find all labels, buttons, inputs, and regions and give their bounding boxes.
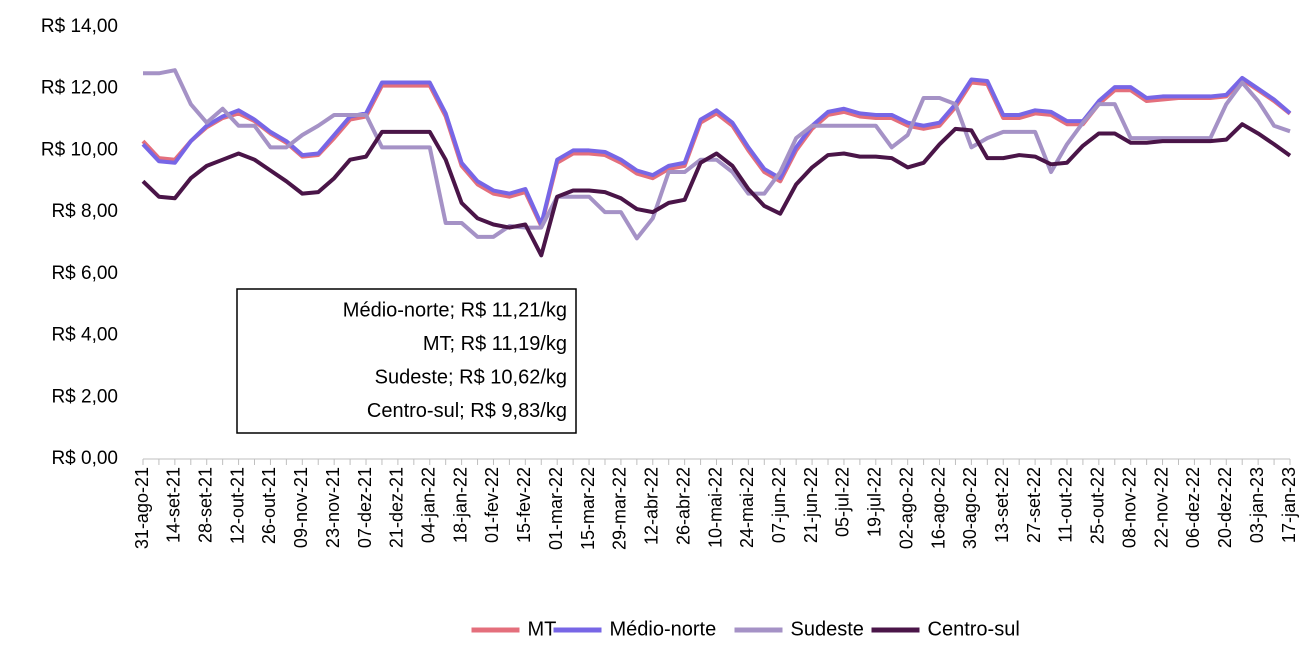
y-tick-label: R$ 12,00 [41,78,118,99]
line-series [143,68,1291,241]
x-tick-label: 22-nov-22 [1151,467,1171,548]
x-tick-label: 12-abr-22 [642,467,662,545]
x-tick-label: 11-out-22 [1056,467,1076,543]
x-tick-label: 31-ago-21 [132,467,152,549]
legend-label: Médio-norte [610,618,717,640]
x-tick-label: 13-set-22 [992,467,1012,543]
y-tick-label: R$ 10,00 [41,139,118,160]
y-tick-label: R$ 4,00 [51,325,118,346]
x-tick-label: 08-nov-22 [1119,467,1139,548]
legend-label: Sudeste [791,618,864,640]
y-tick-label: R$ 2,00 [51,386,118,407]
annotation-box [236,288,577,434]
x-tick-label: 01-mar-22 [546,467,566,550]
line-series [141,122,1292,258]
x-tick-label: 17-jan-23 [1279,467,1299,543]
x-tick-label: 25-out-22 [1088,467,1108,544]
x-tick-label: 06-dez-22 [1183,467,1203,548]
x-tick-label: 21-jun-22 [801,467,821,543]
y-tick-label: R$ 6,00 [51,263,118,284]
x-tick-label: 01-fev-22 [482,467,502,543]
annotation-text: MT; R$ 11,19/kg [423,333,567,355]
annotation-text: Sudeste; R$ 10,62/kg [375,366,567,388]
y-tick-label: R$ 0,00 [51,448,118,469]
y-tick-label: R$ 14,00 [41,16,118,37]
x-tick-label: 26-out-21 [259,467,279,544]
x-tick-label: 24-mai-22 [737,467,757,548]
x-tick-label: 09-nov-21 [291,467,311,548]
x-tick-label: 20-dez-22 [1215,467,1235,548]
x-tick-label: 23-nov-21 [323,467,343,548]
legend-label: MT [528,618,557,640]
x-tick-label: 29-mar-22 [610,467,630,550]
x-tick-label: 27-set-22 [1024,467,1044,543]
x-tick-label: 03-jan-23 [1247,467,1267,543]
x-tick-label: 05-jul-22 [833,467,853,537]
x-tick-label: 28-set-21 [195,467,215,543]
x-tick-label: 15-fev-22 [514,467,534,543]
x-tick-label: 02-ago-22 [896,467,916,549]
x-tick-label: 19-jul-22 [865,467,885,537]
line-series [141,75,1292,227]
legend-label: Centro-sul [928,618,1020,640]
y-tick-label: R$ 8,00 [51,201,118,222]
x-tick-label: 21-dez-21 [387,467,407,548]
x-tick-label: 26-abr-22 [673,467,693,545]
x-tick-label: 16-ago-22 [928,467,948,549]
x-tick-label: 07-jun-22 [769,467,789,543]
x-tick-label: 04-jan-22 [419,467,439,543]
x-tick-label: 07-dez-21 [355,467,375,548]
x-tick-label: 15-mar-22 [578,467,598,550]
x-tick-label: 18-jan-22 [450,467,470,543]
x-tick-label: 30-ago-22 [960,467,980,549]
annotation-text: Médio-norte; R$ 11,21/kg [343,299,567,321]
x-tick-label: 12-out-21 [227,467,247,544]
x-tick-label: 14-set-21 [164,467,184,543]
x-tick-label: 10-mai-22 [705,467,725,548]
annotation-text: Centro-sul; R$ 9,83/kg [367,400,567,422]
